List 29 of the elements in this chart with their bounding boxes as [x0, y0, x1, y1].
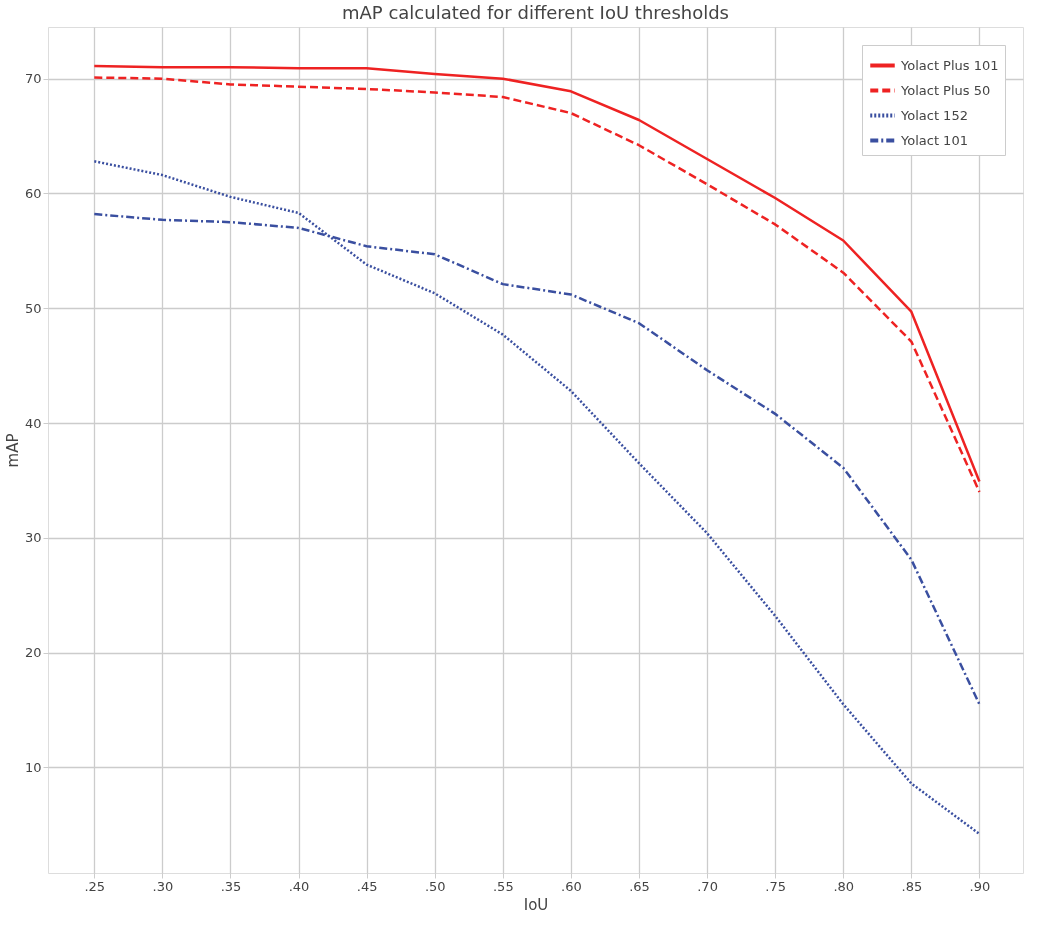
- x-tick-label: .80: [833, 878, 855, 894]
- y-axis-title: mAP: [3, 433, 22, 468]
- x-tick-label: .35: [220, 878, 242, 894]
- x-tick-label: .65: [629, 878, 650, 894]
- line-series: [93, 160, 981, 836]
- legend-label: Yolact 152: [900, 107, 968, 123]
- legend-label: Yolact 101: [900, 132, 968, 148]
- y-tick-label: 70: [24, 71, 42, 87]
- x-tick-label: .75: [765, 878, 787, 894]
- x-tick-label: .90: [969, 878, 991, 894]
- x-tick-label: .40: [288, 878, 310, 894]
- y-tick-label: 20: [24, 645, 42, 661]
- x-tick-label: .30: [152, 878, 174, 894]
- y-tick-label: 40: [24, 415, 42, 431]
- y-tick-label: 30: [24, 530, 42, 546]
- x-tick-label: .55: [492, 878, 514, 894]
- x-tick-label: .25: [84, 878, 106, 894]
- x-tick-label: .85: [901, 878, 923, 894]
- chart-title: mAP calculated for different IoU thresholds: [342, 2, 729, 23]
- x-tick-label: .50: [424, 878, 446, 894]
- y-tick-label: 10: [24, 759, 42, 775]
- x-axis-title: IoU: [523, 895, 549, 914]
- y-tick-label: 50: [24, 300, 42, 316]
- x-tick-label: .45: [356, 878, 378, 894]
- legend-label: Yolact Plus 50: [900, 82, 991, 98]
- x-tick-label: .70: [697, 878, 718, 894]
- y-tick-label: 60: [24, 185, 42, 201]
- legend-label: Yolact Plus 101: [900, 57, 999, 73]
- x-tick-label: .60: [561, 878, 582, 894]
